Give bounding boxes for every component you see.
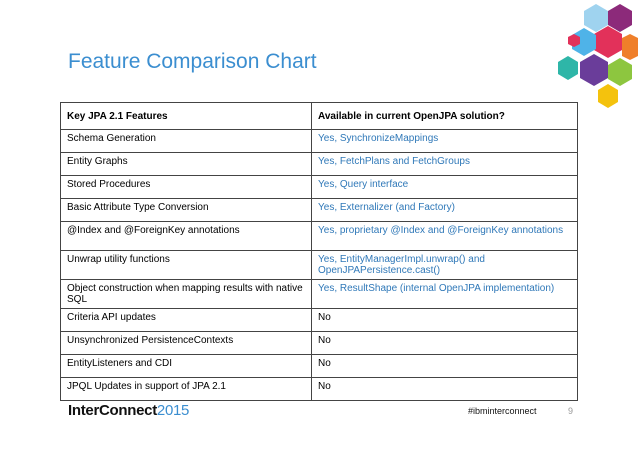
feature: Basic Attribute Type Conversion xyxy=(60,198,312,222)
availability: Yes, ResultShape (internal OpenJPA imple… xyxy=(311,279,578,309)
hashtag: #ibminterconnect xyxy=(468,406,537,416)
feature: Entity Graphs xyxy=(60,152,312,176)
slide-title: Feature Comparison Chart xyxy=(68,50,317,73)
availability: No xyxy=(311,354,578,378)
brand-logo: InterConnect2015 xyxy=(68,402,189,419)
feature: @Index and @ForeignKey annotations xyxy=(60,221,312,251)
row: Stored Procedures Yes, Query interface xyxy=(60,175,578,199)
brand-name: InterConnect xyxy=(68,402,157,419)
availability: Yes, proprietary @Index and @ForeignKey … xyxy=(311,221,578,251)
feature: Stored Procedures xyxy=(60,175,312,199)
availability: Yes, Query interface xyxy=(311,175,578,199)
feature: Schema Generation xyxy=(60,129,312,153)
row: Schema Generation Yes, SynchronizeMapping… xyxy=(60,129,578,153)
availability: Yes, Externalizer (and Factory) xyxy=(311,198,578,222)
header-row: Key JPA 2.1 Features Available in curren… xyxy=(60,102,578,130)
row: Entity Graphs Yes, FetchPlans and FetchGr… xyxy=(60,152,578,176)
feature: Object construction when mapping results… xyxy=(60,279,312,309)
feature: Unwrap utility functions xyxy=(60,250,312,280)
feature: EntityListeners and CDI xyxy=(60,354,312,378)
row: Unwrap utility functions Yes, EntityManag… xyxy=(60,250,578,280)
feature: JPQL Updates in support of JPA 2.1 xyxy=(60,377,312,401)
page-number: 9 xyxy=(568,406,574,416)
header-cell: Available in current OpenJPA solution? xyxy=(311,102,578,130)
availability: Yes, EntityManagerImpl.unwrap() and Open… xyxy=(311,250,578,280)
availability: Yes, FetchPlans and FetchGroups xyxy=(311,152,578,176)
header-cell: Key JPA 2.1 Features xyxy=(60,102,312,130)
row: Basic Attribute Type Conversion Yes, Exte… xyxy=(60,198,578,222)
availability: No xyxy=(311,331,578,355)
row: EntityListeners and CDI No xyxy=(60,354,578,378)
availability: Yes, SynchronizeMappings xyxy=(311,129,578,153)
availability: No xyxy=(311,308,578,332)
row: Object construction when mapping results… xyxy=(60,279,578,309)
comparison-table: Key JPA 2.1 Features Available in curren… xyxy=(60,102,578,401)
feature: Unsynchronized PersistenceContexts xyxy=(60,331,312,355)
row: Unsynchronized PersistenceContexts No xyxy=(60,331,578,355)
row: JPQL Updates in support of JPA 2.1 No xyxy=(60,377,578,401)
brand-year: 2015 xyxy=(156,402,190,419)
hexagon-decoration xyxy=(558,4,638,108)
row: Criteria API updates No xyxy=(60,308,578,332)
row: @Index and @ForeignKey annotations Yes, p… xyxy=(60,221,578,251)
feature: Criteria API updates xyxy=(60,308,312,332)
availability: No xyxy=(311,377,578,401)
